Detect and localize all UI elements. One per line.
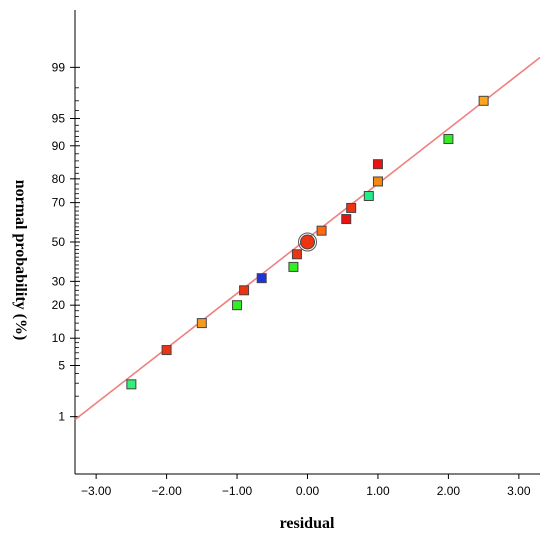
data-point	[239, 285, 250, 296]
data-point	[291, 249, 302, 260]
x-tick-label: 3.00	[507, 484, 531, 498]
axes-layer: −3.00 −2.00 −1.00 0.00 1.00 2.00 3.00 1 5 10 20 30 5…	[52, 10, 540, 498]
x-tick-label: −1.00	[222, 484, 253, 498]
data-point	[316, 225, 327, 236]
data-point	[478, 95, 489, 106]
data-points-layer	[126, 95, 489, 390]
data-point	[443, 133, 454, 144]
data-point	[196, 318, 207, 329]
y-tick-label: 50	[52, 235, 66, 249]
data-point	[300, 234, 315, 250]
x-tick-label: 2.00	[437, 484, 461, 498]
data-point-ring	[298, 232, 317, 252]
data-point	[346, 202, 357, 213]
y-tick-label: 1	[58, 410, 65, 424]
data-point	[363, 190, 374, 201]
data-point	[126, 379, 137, 390]
y-tick-label: 95	[52, 112, 66, 126]
data-point	[372, 159, 383, 170]
y-tick-label: 20	[52, 298, 66, 312]
data-point	[288, 261, 299, 272]
y-axis-title: normal probability (%)	[12, 180, 29, 341]
data-point	[256, 273, 267, 284]
data-point	[341, 214, 352, 225]
y-tick-label: 80	[52, 172, 66, 186]
y-tick-label: 90	[52, 139, 66, 153]
data-point	[372, 176, 383, 187]
x-tick-label: 1.00	[366, 484, 390, 498]
data-point	[161, 345, 172, 356]
axis-labels-layer: residual normal probability (%)	[12, 180, 335, 532]
x-axis-title: residual	[280, 515, 335, 532]
data-point	[232, 300, 243, 311]
x-tick-label: 0.00	[296, 484, 320, 498]
y-tick-label: 70	[52, 196, 66, 210]
x-tick-label: −2.00	[151, 484, 182, 498]
y-tick-label: 5	[58, 358, 65, 372]
x-tick-label: −3.00	[81, 484, 112, 498]
y-tick-label: 99	[52, 60, 66, 74]
y-tick-label: 10	[52, 331, 66, 345]
y-tick-label: 30	[52, 274, 66, 288]
